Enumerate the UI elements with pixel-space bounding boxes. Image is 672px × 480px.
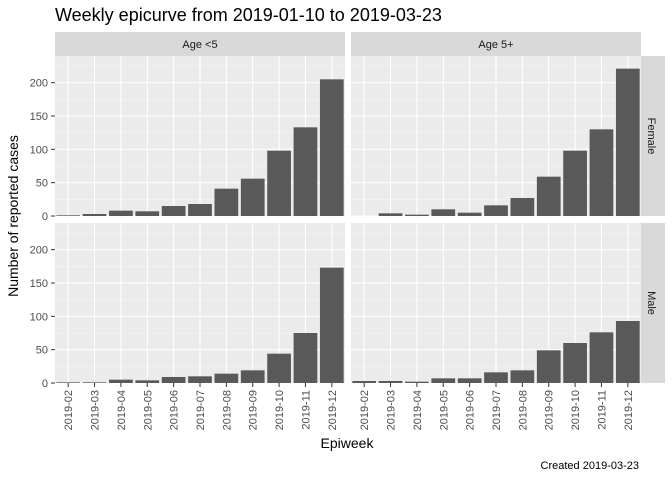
x-tick-label: 2019-06	[465, 390, 477, 430]
facet-strip-col	[351, 32, 641, 56]
bar	[431, 378, 456, 383]
bar	[536, 350, 561, 383]
x-tick-label: 2019-11	[300, 390, 312, 430]
y-tick-label: 150	[30, 278, 48, 290]
chart-title: Weekly epicurve from 2019-01-10 to 2019-…	[55, 5, 442, 25]
x-tick-label: 2019-03	[90, 390, 102, 430]
bar	[484, 372, 508, 383]
facet-panel: 0 50 100 150 200	[30, 56, 345, 223]
x-tick-label: 2019-03	[386, 390, 398, 430]
chart-caption: Created 2019-03-23	[541, 460, 639, 472]
facet-strip-row-label: Male	[645, 291, 657, 315]
x-tick-label: 2019-07	[491, 390, 503, 430]
bar	[188, 376, 212, 383]
y-tick-label: 100	[30, 311, 48, 323]
bar	[615, 321, 640, 383]
facet-panel	[351, 56, 641, 217]
x-tick-label: 2019-07	[195, 390, 207, 430]
bar	[431, 209, 456, 216]
y-tick-label: 50	[36, 178, 48, 190]
bar	[405, 214, 429, 216]
x-tick-label: 2019-09	[544, 390, 556, 430]
x-axis-title: Epiweek	[321, 435, 375, 451]
x-tick-label: 2019-04	[116, 390, 128, 430]
bar	[214, 188, 239, 216]
facet-strip-col-label: Age 5+	[478, 39, 513, 51]
y-tick-label: 50	[36, 345, 48, 357]
bar	[56, 215, 81, 216]
x-tick-label: 2019-12	[327, 390, 339, 430]
y-tick-label: 200	[30, 78, 48, 90]
x-tick-label: 2019-09	[248, 390, 260, 430]
y-tick-label: 0	[42, 211, 48, 223]
x-tick-label: 2019-08	[221, 390, 233, 430]
bar	[378, 381, 403, 383]
bar	[56, 382, 81, 383]
bar	[240, 178, 265, 216]
bar	[109, 210, 133, 216]
bar	[457, 212, 482, 216]
x-tick-label: 2019-11	[596, 390, 608, 430]
bar	[214, 373, 239, 383]
x-tick-label: 2019-10	[570, 390, 582, 430]
bar	[405, 381, 429, 383]
bar	[484, 205, 508, 216]
bar	[615, 68, 640, 217]
bar	[536, 176, 561, 216]
y-tick-label: 150	[30, 111, 48, 123]
x-tick-label: 2019-06	[169, 390, 181, 430]
x-tick-label: 2019-08	[517, 390, 529, 430]
bar	[510, 198, 535, 216]
bar	[293, 127, 318, 216]
bar	[319, 79, 344, 216]
x-tick-label: 2019-05	[438, 390, 450, 430]
facet-strip-col	[55, 32, 345, 56]
bar	[563, 150, 587, 216]
x-tick-label: 2019-10	[274, 390, 286, 430]
x-tick-label: 2019-05	[142, 390, 154, 430]
facet-strip-row	[639, 223, 665, 383]
y-tick-label: 200	[30, 245, 48, 257]
facet-strip-row-label: Female	[645, 118, 657, 155]
bar	[510, 370, 535, 383]
bar	[240, 370, 265, 383]
facet-strip-row	[639, 56, 665, 216]
bar	[563, 343, 587, 383]
x-tick-label: 2019-02	[63, 390, 75, 430]
facet-strip-col-label: Age <5	[182, 39, 217, 51]
facet-panel: 2019-02 2019-03 2019-04 2019-05 2019-06 2019-…	[351, 223, 641, 430]
facet-panel: 0 50 100 150 200 2019-02 2019-03 2019-04 2019-05…	[30, 223, 345, 430]
y-tick-label: 0	[42, 378, 48, 390]
bar	[109, 379, 133, 383]
bar	[82, 382, 107, 383]
facet-panels: Age <5 Age 5+ Female Male 0 50 100 150 200 0 50 100…	[30, 32, 665, 430]
x-tick-label: 2019-04	[412, 390, 424, 430]
bar	[135, 380, 160, 383]
bar	[188, 204, 212, 216]
x-tick-label: 2019-02	[359, 390, 371, 430]
y-axis-title: Number of reported cases	[5, 135, 21, 297]
x-tick-label: 2019-12	[623, 390, 635, 430]
bar	[267, 150, 291, 216]
bar	[161, 377, 186, 383]
bar	[352, 381, 377, 383]
bar	[457, 378, 482, 383]
bar	[267, 353, 291, 383]
bar	[589, 129, 614, 216]
bar	[135, 211, 160, 216]
bar	[82, 214, 107, 216]
bar	[293, 333, 318, 383]
bar	[378, 213, 403, 216]
bar	[589, 332, 614, 383]
bar	[319, 267, 344, 383]
bar	[161, 206, 186, 216]
y-tick-label: 100	[30, 144, 48, 156]
